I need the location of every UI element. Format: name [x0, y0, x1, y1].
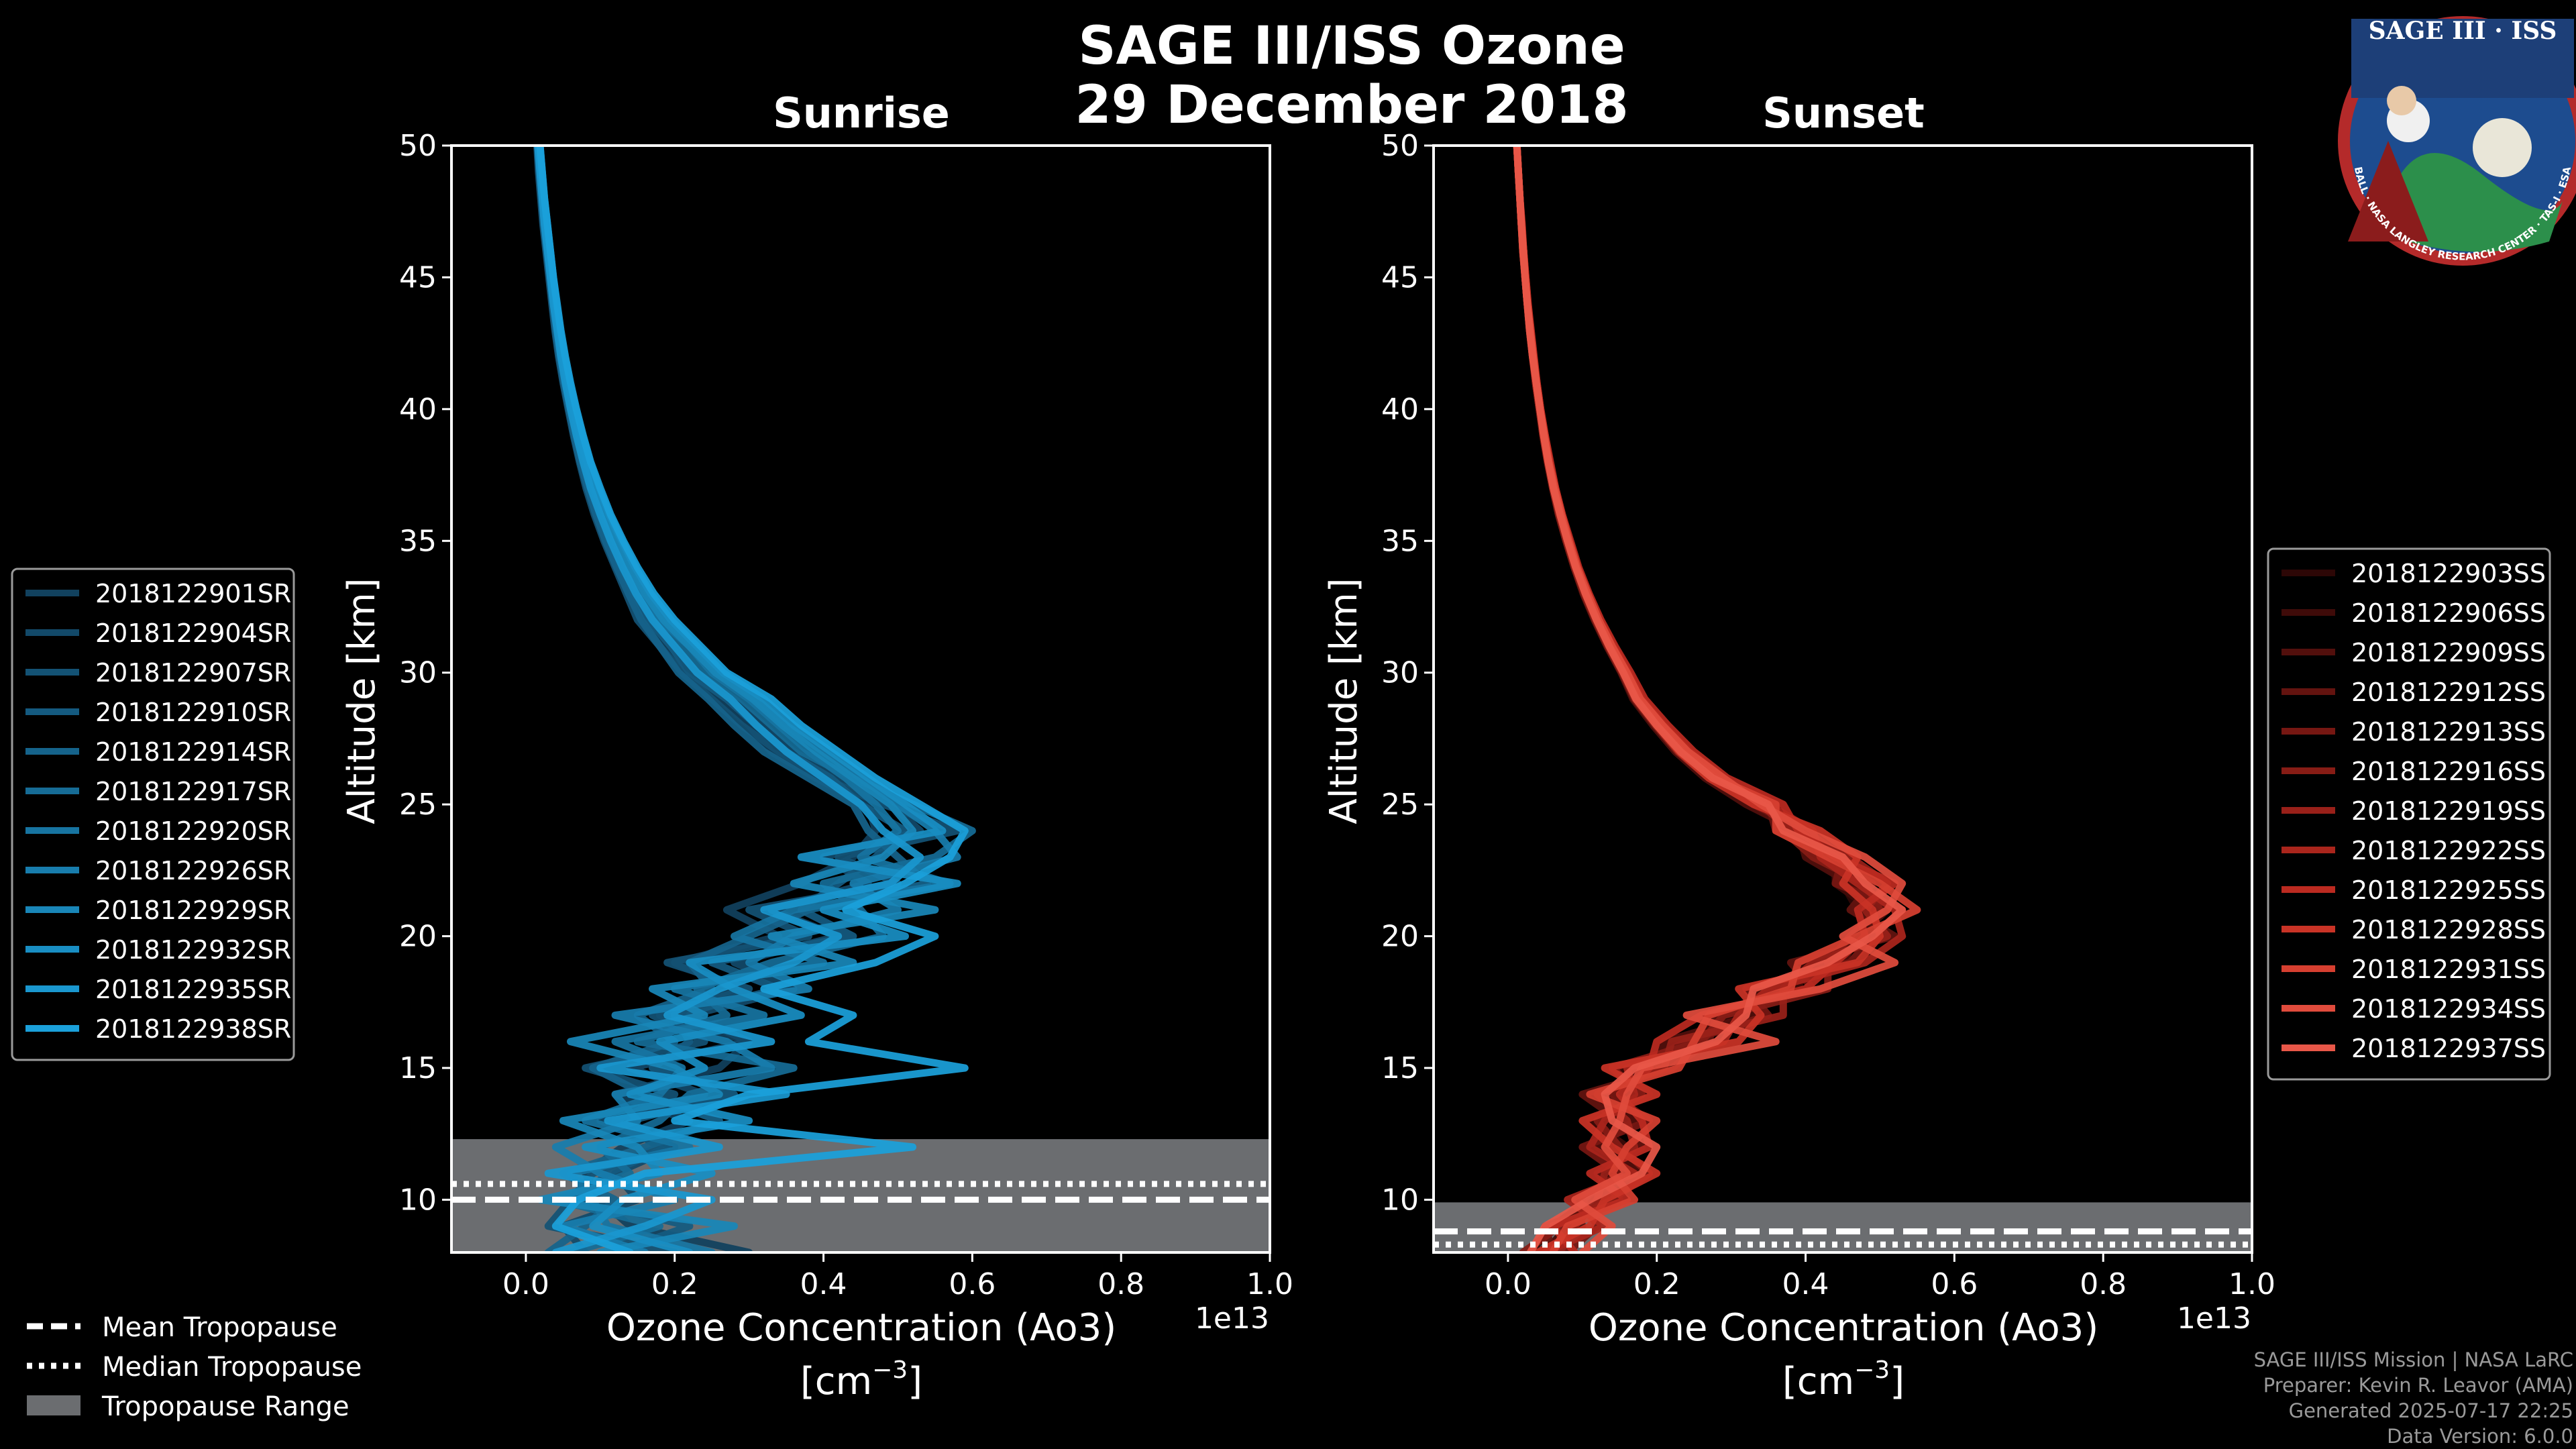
sunset-legend-label: 2018122919SS — [2351, 796, 2546, 826]
sunrise-x-tick-label: 0.6 — [949, 1267, 996, 1301]
sunrise-legend-label: 2018122901SR — [95, 579, 291, 608]
sunset-x-tick-label: 1.0 — [2229, 1267, 2275, 1301]
sunrise-x-scale-label: 1e13 — [1195, 1301, 1269, 1336]
sunset-y-tick-label: 40 — [1381, 392, 1419, 427]
sunset-legend-label: 2018122931SS — [2351, 955, 2546, 984]
footer-preparer: Preparer: Kevin R. Leavor (AMA) — [2263, 1374, 2573, 1397]
sunrise-series-2018122938SR — [536, 146, 969, 1252]
sunset-legend-label: 2018122922SS — [2351, 836, 2546, 865]
sunrise-plot-frame — [450, 144, 1271, 1254]
sunrise-legend-label: 2018122907SR — [95, 658, 291, 688]
sunset-y-axis-label: Altitude [km] — [1322, 578, 1366, 824]
sunrise-legend-label: 2018122932SR — [95, 935, 291, 965]
sunset-panel: Sunset 0.0 0.2 0.4 0.6 0.8 1.0 10 15 20 25 30 35 40 4… — [1322, 89, 2275, 1403]
sunrise-x-tick-label: 0.2 — [651, 1267, 698, 1301]
footer-generated: Generated 2025-07-17 22:25 — [2288, 1399, 2573, 1422]
sunrise-legend-label: 2018122904SR — [95, 619, 291, 648]
sunset-x-unit-base: [cm — [1782, 1360, 1854, 1403]
tropopause-range-label: Tropopause Range — [101, 1391, 350, 1422]
sunset-y-tick-label: 35 — [1381, 524, 1419, 558]
tropopause-range-swatch — [27, 1395, 80, 1415]
sunset-legend-label: 2018122909SS — [2351, 638, 2546, 667]
sunrise-legend-label: 2018122914SR — [95, 737, 291, 767]
sunrise-y-tick-label: 50 — [399, 129, 437, 163]
sunrise-y-tick-label: 15 — [399, 1051, 437, 1085]
sunrise-x-axis-label-line1: Ozone Concentration (Ao3) — [606, 1306, 1116, 1350]
sunset-x-tick-label: 0.8 — [2080, 1267, 2127, 1301]
sunrise-y-tick-label: 45 — [399, 260, 437, 294]
sunrise-legend-label: 2018122917SR — [95, 777, 291, 806]
sunset-legend-label: 2018122913SS — [2351, 717, 2546, 747]
sunset-legend-label: 2018122903SS — [2351, 559, 2546, 588]
mission-patch-icon: SAGE III · ISS BALL · NASA LANGLEY RESEA… — [2338, 16, 2576, 266]
sunrise-legend-label: 2018122920SR — [95, 816, 291, 846]
sunrise-x-tick-label: 0.4 — [800, 1267, 847, 1301]
sunrise-panel-title: Sunrise — [773, 89, 950, 138]
footer-mission: SAGE III/ISS Mission | NASA LaRC — [2253, 1348, 2573, 1371]
sunrise-y-tick-label: 20 — [399, 920, 437, 954]
sunrise-legend-label: 2018122938SR — [95, 1014, 291, 1044]
sunrise-x-unit-exponent: −3 — [872, 1356, 908, 1384]
sunset-y-tick-label: 20 — [1381, 920, 1419, 954]
sunrise-y-tick-label: 35 — [399, 524, 437, 558]
sunset-x-tick-label: 0.2 — [1633, 1267, 1680, 1301]
figure-title-line1: SAGE III/ISS Ozone — [1078, 16, 1625, 76]
sunrise-x-unit-close: ] — [908, 1360, 922, 1403]
sunset-legend-label: 2018122916SS — [2351, 757, 2546, 786]
sunrise-x-tick-label: 0.8 — [1097, 1267, 1144, 1301]
sunset-legend-label: 2018122937SS — [2351, 1034, 2546, 1063]
sunrise-y-tick-label: 40 — [399, 392, 437, 427]
sunset-y-tick-label: 10 — [1381, 1183, 1419, 1217]
sunset-legend-label: 2018122928SS — [2351, 915, 2546, 945]
sunrise-legend-label: 2018122929SR — [95, 896, 291, 925]
footer-version: Data Version: 6.0.0 — [2387, 1425, 2573, 1448]
mean-tropopause-label: Mean Tropopause — [102, 1312, 337, 1343]
sunset-y-tick-label: 50 — [1381, 129, 1419, 163]
sunset-y-tick-label: 25 — [1381, 788, 1419, 822]
sunrise-y-tick-label: 10 — [399, 1183, 437, 1217]
sunset-x-unit-exponent: −3 — [1854, 1356, 1890, 1384]
sunset-x-unit-close: ] — [1890, 1360, 1904, 1403]
sunset-x-scale-label: 1e13 — [2177, 1301, 2251, 1336]
sunset-legend-label: 2018122925SS — [2351, 875, 2546, 905]
sunrise-legend-label: 2018122935SR — [95, 975, 291, 1004]
sunset-legend-label: 2018122934SS — [2351, 994, 2546, 1024]
sunrise-y-tick-label: 25 — [399, 788, 437, 822]
sunrise-legend-frame — [11, 568, 295, 1061]
sunset-plot-frame — [1432, 144, 2253, 1254]
sunrise-x-tick-label: 1.0 — [1246, 1267, 1293, 1301]
sunrise-x-axis-label-line2: [cm−3] — [800, 1356, 922, 1403]
sunrise-x-unit-base: [cm — [800, 1360, 872, 1403]
sunset-x-axis-label-line1: Ozone Concentration (Ao3) — [1589, 1306, 2098, 1350]
figure-title-line2: 29 December 2018 — [1075, 75, 1628, 136]
sunset-y-tick-label: 45 — [1381, 260, 1419, 294]
sunset-y-tick-label: 30 — [1381, 656, 1419, 690]
footer-credits: SAGE III/ISS Mission | NASA LaRC Prepare… — [2254, 1347, 2573, 1449]
sunset-legend-label: 2018122912SS — [2351, 678, 2546, 707]
sunset-x-tick-label: 0.0 — [1485, 1267, 1532, 1301]
sunset-series-2018122937SS — [1513, 146, 1907, 1252]
sunset-plot-area: 0.0 0.2 0.4 0.6 0.8 1.0 10 15 20 25 30 35 40 45 50 — [1381, 129, 2275, 1301]
sunset-y-tick-label: 15 — [1381, 1051, 1419, 1085]
sunrise-y-tick-label: 30 — [399, 656, 437, 690]
sunrise-y-axis-label: Altitude [km] — [340, 578, 384, 824]
sunrise-legend-label: 2018122910SR — [95, 698, 291, 727]
median-tropopause-label: Median Tropopause — [102, 1352, 362, 1383]
sunset-panel-title: Sunset — [1762, 89, 1925, 138]
sunrise-plot-area: 0.0 0.2 0.4 0.6 0.8 1.0 10 15 20 25 30 35 40 45 50 — [399, 129, 1293, 1301]
sunrise-x-tick-label: 0.0 — [502, 1267, 549, 1301]
sunset-x-tick-label: 0.4 — [1782, 1267, 1829, 1301]
sunset-legend-frame — [2267, 547, 2551, 1081]
sunset-legend: 2018122903SS 2018122906SS 2018122909SS 2018… — [2267, 547, 2551, 1081]
tropopause-legend: Mean Tropopause Median Tropopause Tropop… — [27, 1312, 362, 1422]
mission-patch-title: SAGE III · ISS — [2369, 17, 2557, 45]
sunrise-legend: 2018122901SR 2018122904SR 2018122907SR 2018… — [11, 568, 295, 1061]
sunset-x-tick-label: 0.6 — [1931, 1267, 1978, 1301]
sunrise-panel: Sunrise 0.0 0.2 0.4 0.6 0.8 1.0 10 15 20 25 30 35 40… — [340, 89, 1293, 1403]
sunrise-legend-label: 2018122926SR — [95, 856, 291, 885]
sunset-legend-label: 2018122906SS — [2351, 598, 2546, 628]
sunset-x-axis-label-line2: [cm−3] — [1782, 1356, 1904, 1403]
